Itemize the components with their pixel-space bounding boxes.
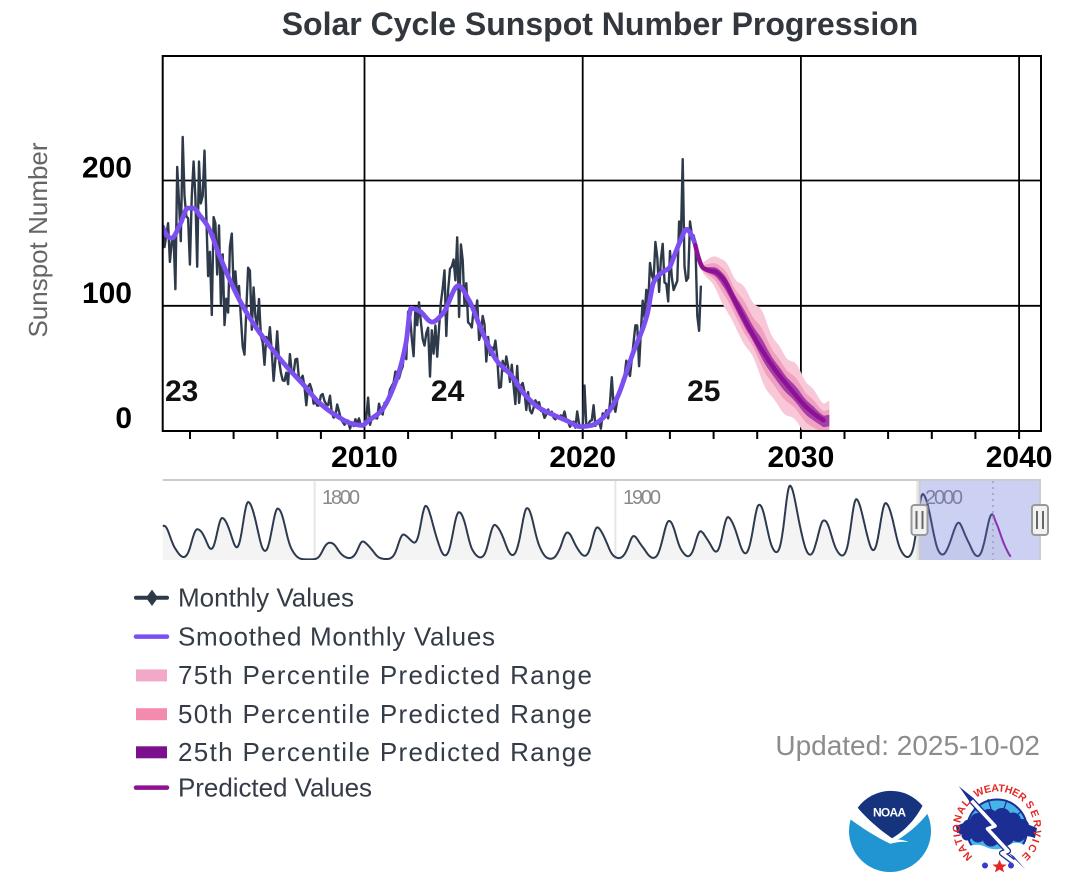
svg-text:Predicted Values: Predicted Values	[178, 772, 372, 802]
svg-text:0: 0	[115, 402, 132, 435]
svg-text:Smoothed Monthly Values: Smoothed Monthly Values	[178, 621, 495, 651]
svg-text:1800: 1800	[322, 487, 360, 509]
svg-text:23: 23	[165, 375, 198, 408]
svg-text:200: 200	[82, 152, 132, 185]
svg-text:Monthly Values: Monthly Values	[178, 583, 354, 613]
svg-text:100: 100	[82, 277, 132, 310]
svg-text:1900: 1900	[623, 487, 661, 509]
svg-text:Sunspot Number: Sunspot Number	[23, 142, 53, 337]
svg-text:50th Percentile Predicted Rang: 50th Percentile Predicted Range	[178, 699, 592, 729]
svg-text:2000: 2000	[925, 487, 963, 509]
svg-text:25: 25	[687, 375, 720, 408]
svg-text:Updated: 2025-10-02: Updated: 2025-10-02	[775, 730, 1040, 761]
svg-text:25th Percentile Predicted Rang: 25th Percentile Predicted Range	[178, 737, 592, 767]
svg-text:75th Percentile Predicted Rang: 75th Percentile Predicted Range	[178, 660, 592, 690]
svg-text:2030: 2030	[768, 441, 835, 474]
svg-text:NOAA: NOAA	[873, 806, 906, 820]
svg-text:2010: 2010	[331, 441, 398, 474]
svg-text:Solar Cycle Sunspot Number Pro: Solar Cycle Sunspot Number Progression	[282, 6, 919, 42]
svg-text:2020: 2020	[549, 441, 616, 474]
svg-text:2040: 2040	[986, 441, 1053, 474]
svg-text:24: 24	[431, 375, 465, 408]
